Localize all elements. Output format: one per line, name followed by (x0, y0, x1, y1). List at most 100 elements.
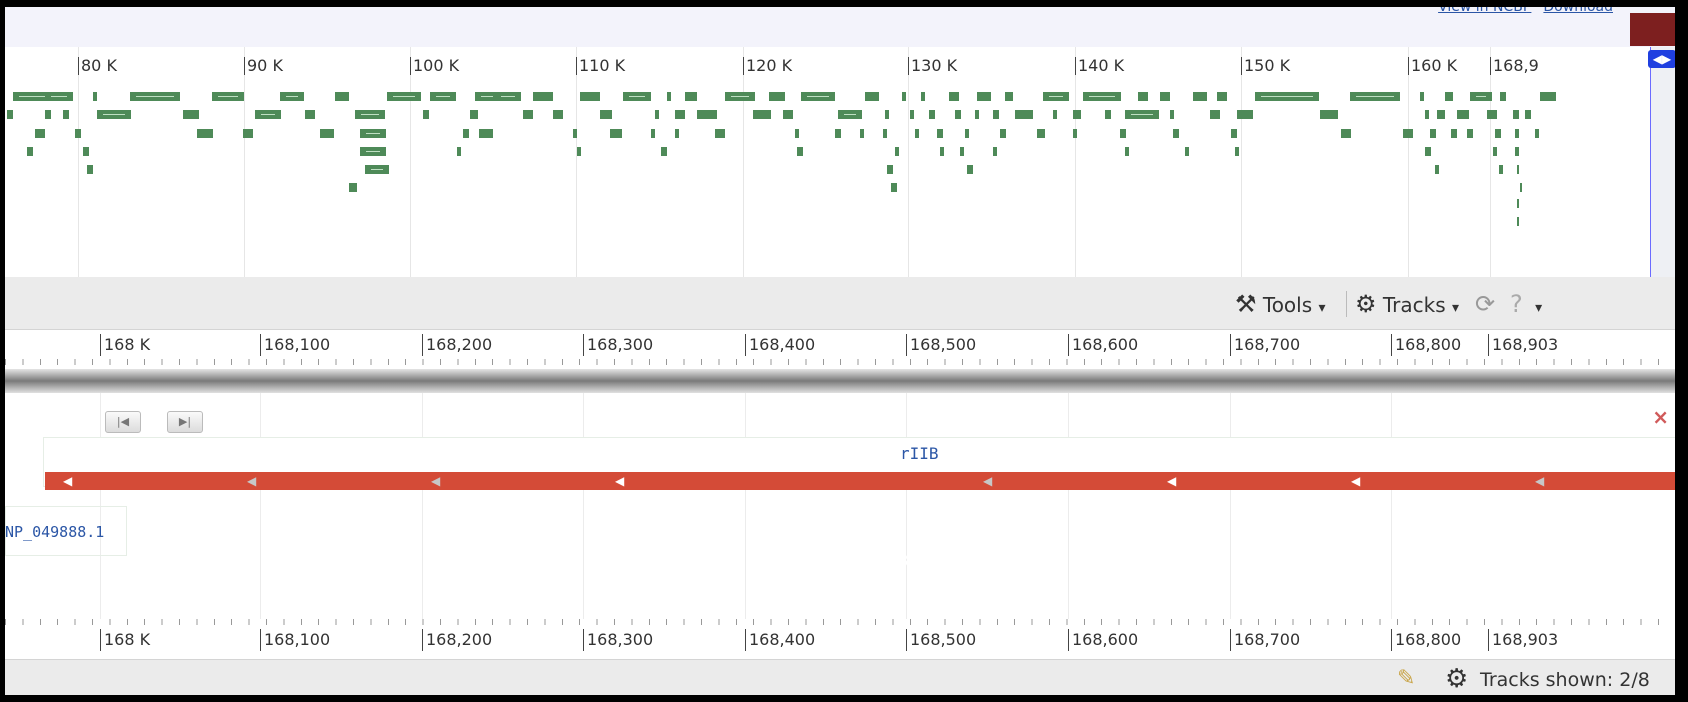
genome-viewer: View in NCBI Download 80 K 90 K 100 K 110 K… (5, 7, 1675, 695)
overview-feature (463, 129, 469, 138)
pencil-icon[interactable]: ✎ (1397, 666, 1416, 691)
overview-feature (1015, 110, 1033, 119)
overview-feature (1425, 110, 1429, 119)
strand-arrow-icon: ◀ (1351, 474, 1361, 488)
overview-feature (1493, 147, 1497, 156)
overview-feature (1430, 129, 1436, 138)
ruler-tick-label: 168,400 (745, 334, 815, 356)
overview-feature (651, 129, 655, 138)
overview-feature (1467, 129, 1473, 138)
overview-gridline (1241, 47, 1242, 277)
cds-feature-bar[interactable]: ◀ ◀ ◀ ◀ ◀ ◀ ◀ ◀ NP_049889.1 (45, 472, 1675, 570)
link-view-ncbi[interactable]: View in NCBI (1438, 7, 1527, 15)
close-track-icon[interactable]: × (1652, 405, 1669, 429)
overview-feature (349, 183, 357, 192)
gene-label[interactable]: rIIB (900, 444, 939, 463)
overview-feature (1520, 183, 1522, 192)
overview-feature (655, 110, 659, 119)
strand-arrow-icon: ◀ (247, 474, 257, 488)
ruler-tick-label: 168,200 (422, 629, 492, 651)
overview-tick-label: 110 K (576, 57, 625, 75)
track-gridline (422, 393, 423, 658)
overview-feature (1425, 147, 1431, 156)
overview-feature (910, 110, 914, 119)
overview-feature (1125, 110, 1159, 119)
overview-feature (955, 110, 961, 119)
overview-feature (1073, 110, 1081, 119)
overview-feature (183, 110, 199, 119)
overview-feature (940, 147, 944, 156)
overview-feature (1083, 92, 1121, 101)
track-gridline (1391, 393, 1392, 658)
overview-feature (1037, 129, 1045, 138)
tools-label: Tools (1262, 293, 1313, 317)
overview-feature (1403, 129, 1413, 138)
chevron-down-icon: ▾ (1318, 300, 1326, 316)
overview-tick-label: 160 K (1408, 57, 1457, 75)
overview-feature (1237, 110, 1253, 119)
track-gridline (745, 393, 746, 658)
overview-feature (949, 92, 959, 101)
second-feature-label[interactable]: NP_049888.1 (5, 523, 105, 541)
chevron-down-icon: ▾ (1535, 300, 1543, 316)
overview-feature (457, 147, 461, 156)
help-button[interactable]: ? ▾ (1510, 291, 1542, 317)
overview-feature (1053, 110, 1057, 119)
overview-feature (63, 110, 69, 119)
ruler-tick-label: 168,903 (1488, 629, 1558, 651)
ruler-minor-ticks (5, 619, 1675, 625)
overview-feature (45, 110, 51, 119)
overview-gridline (410, 47, 411, 277)
overview-feature (965, 129, 969, 138)
overview-feature (883, 129, 887, 138)
overview-feature (993, 147, 997, 156)
overview-tick-label: 168,9 (1490, 57, 1539, 75)
tracks-label: Tracks (1382, 293, 1446, 317)
gear-icon[interactable]: ⚙ (1445, 664, 1469, 694)
overview-feature (1043, 92, 1069, 101)
tools-menu-button[interactable]: ⚒ Tools ▾ (1235, 291, 1326, 317)
overview-panel[interactable]: 80 K 90 K 100 K 110 K 120 K 130 K 140 K 150 K 16… (5, 47, 1675, 279)
overview-feature (1535, 129, 1539, 138)
strand-arrow-icon: ◀ (615, 474, 625, 488)
overview-feature (667, 92, 671, 101)
overview-feature (75, 129, 81, 138)
overview-feature (255, 110, 281, 119)
second-feature-box[interactable] (5, 506, 127, 556)
overview-feature (1499, 165, 1503, 174)
overview-feature (1515, 147, 1519, 156)
overview-gridline (78, 47, 79, 277)
ruler-tick-label: 168,100 (260, 334, 330, 356)
tracks-shown-count[interactable]: Tracks shown: 2/8 (1480, 669, 1650, 691)
ruler-tick-label: 168 K (100, 334, 150, 356)
tracks-menu-button[interactable]: ⚙ Tracks ▾ (1355, 291, 1459, 317)
highlight-box[interactable] (1630, 13, 1675, 46)
previous-feature-button[interactable]: |◀ (105, 411, 141, 433)
next-feature-button[interactable]: ▶| (167, 411, 203, 433)
overview-visible-range[interactable] (1651, 47, 1675, 277)
refresh-icon[interactable]: ⟳ (1475, 290, 1496, 318)
overview-feature (430, 92, 456, 101)
overview-range-handle[interactable]: ◀▶ (1648, 50, 1675, 68)
overview-feature (1451, 129, 1457, 138)
sequence-ruler-top: 168 K 168,100 168,200 168,300 168,400 168,500… (5, 330, 1675, 365)
overview-feature (280, 92, 304, 101)
overview-feature (197, 129, 213, 138)
overview-feature (1435, 165, 1439, 174)
ruler-tick-label: 168,500 (906, 629, 976, 651)
link-download[interactable]: Download (1543, 7, 1613, 15)
overview-gridline (908, 47, 909, 277)
overview-feature (891, 183, 897, 192)
overview-feature (1515, 129, 1519, 138)
overview-feature (573, 129, 577, 138)
overview-feature (1073, 129, 1077, 138)
overview-feature (475, 92, 499, 101)
ruler-tick-label: 168,200 (422, 334, 492, 356)
track-gridline (1230, 393, 1231, 658)
overview-feature (130, 92, 180, 101)
horizontal-scrollbar[interactable] (5, 369, 1675, 393)
overview-feature (795, 129, 799, 138)
overview-feature (1185, 147, 1189, 156)
overview-tick-label: 130 K (908, 57, 957, 75)
overview-feature (697, 110, 717, 119)
